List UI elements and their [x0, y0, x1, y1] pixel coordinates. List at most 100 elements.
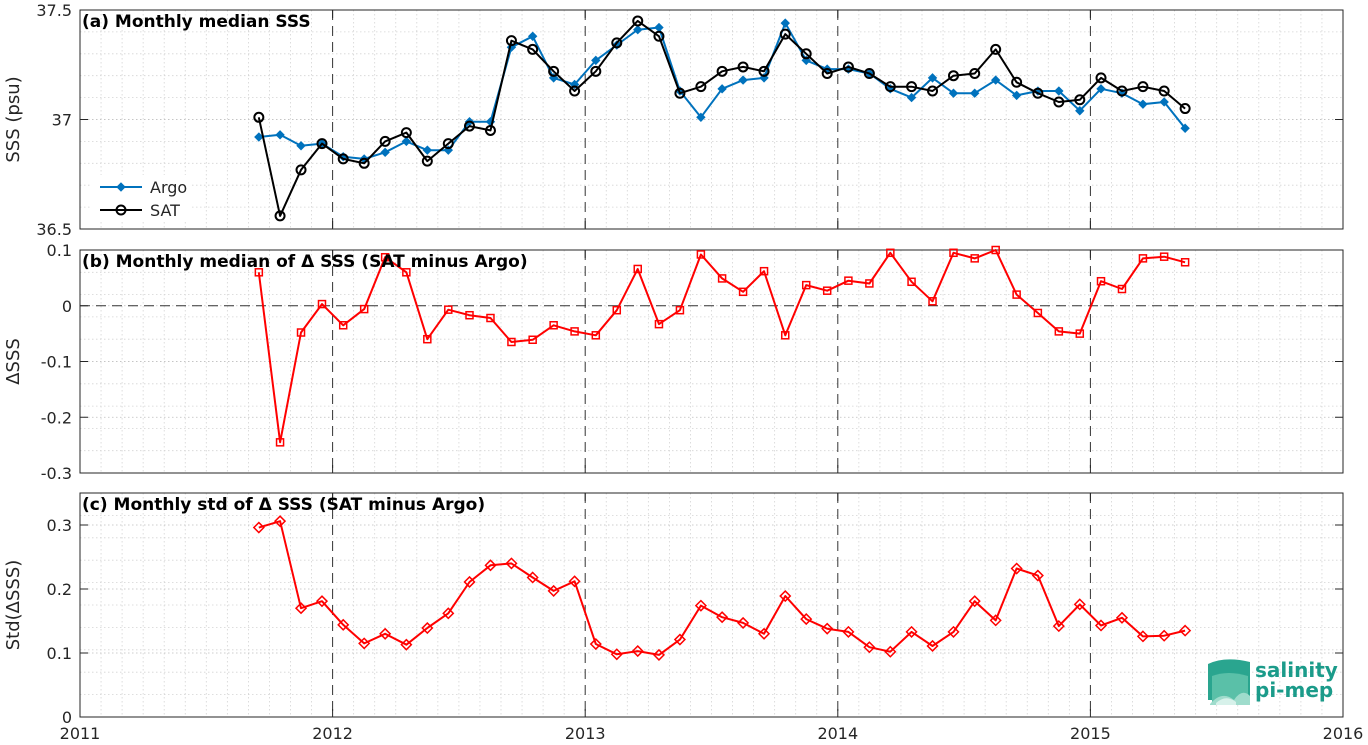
data-point-delta-sss	[694, 599, 707, 612]
data-point-delta-sss	[822, 286, 832, 295]
y-tick-label: 0.1	[47, 644, 72, 663]
data-point-sat	[821, 68, 833, 80]
data-point-argo	[254, 132, 264, 142]
data-point-delta-sss	[1136, 630, 1150, 643]
y-tick-label: 0.3	[47, 516, 72, 535]
data-point-delta-sss	[716, 611, 729, 624]
data-point-sat	[884, 81, 896, 93]
data-point-delta-sss	[358, 637, 371, 650]
data-point-delta-sss	[905, 625, 918, 638]
y-tick-label: 0.1	[47, 241, 72, 260]
data-point-argo	[591, 55, 601, 66]
data-point-delta-sss	[570, 327, 579, 336]
data-point-delta-sss	[1075, 329, 1085, 338]
data-point-sat	[484, 124, 496, 136]
y-tick-label: 37.5	[36, 1, 72, 20]
data-point-argo	[422, 145, 433, 155]
data-point-sat	[337, 153, 349, 165]
series-line-delta-sss	[258, 520, 1186, 656]
data-point-sat	[1032, 87, 1044, 99]
data-point-sat	[800, 48, 812, 60]
data-point-argo	[633, 25, 643, 35]
y-tick-label: 0.2	[47, 580, 72, 599]
data-point-delta-sss	[1117, 284, 1127, 294]
data-point-delta-sss	[1031, 569, 1044, 582]
legend-label: Argo	[150, 178, 187, 197]
data-point-delta-sss	[886, 248, 895, 258]
y-tick-label: 37	[52, 111, 72, 130]
legend-marker	[116, 182, 126, 192]
data-point-delta-sss	[1180, 258, 1190, 267]
data-point-delta-sss	[800, 613, 813, 626]
data-point-delta-sss	[465, 310, 474, 320]
data-point-delta-sss	[738, 287, 748, 297]
data-point-delta-sss	[759, 266, 769, 276]
data-point-delta-sss	[779, 589, 792, 603]
data-point-delta-sss	[926, 639, 939, 653]
data-point-delta-sss	[821, 622, 834, 635]
data-point-sat	[632, 15, 644, 27]
data-point-sat	[1179, 103, 1191, 115]
data-point-delta-sss	[610, 648, 623, 661]
data-point-sat	[906, 81, 918, 93]
data-point-argo	[696, 112, 706, 123]
panel-a-monthly-median-sss: 37.5 37 36.5 SSS (psu) (a) Monthly median SS…	[3, 1, 1344, 239]
x-tick-label: 2011	[60, 724, 101, 743]
data-point-delta-sss	[484, 559, 497, 572]
wave-logo-icon	[1208, 659, 1250, 705]
x-tick-label: 2016	[1323, 724, 1364, 743]
data-point-argo	[1138, 99, 1148, 109]
data-point-sat	[1158, 85, 1170, 97]
series-line-sat	[257, 19, 1186, 217]
data-point-sat	[527, 43, 539, 55]
legend: Argo SAT	[92, 175, 192, 221]
y-tick-label: -0.1	[41, 353, 72, 372]
panel-b-median-delta-sss: 0.1 0 -0.1 -0.2 -0.3 ΔSSS (b) Monthly median o…	[3, 241, 1344, 483]
data-point-delta-sss	[380, 252, 390, 262]
data-point-sat	[253, 111, 265, 123]
data-point-delta-sss	[505, 557, 518, 570]
panel-title: (c) Monthly std of Δ SSS (SAT minus Argo…	[82, 495, 485, 515]
data-point-sat	[1137, 81, 1149, 93]
data-point-delta-sss	[359, 304, 369, 314]
data-point-delta-sss	[273, 515, 287, 528]
x-tick-label: 2012	[312, 724, 353, 743]
data-point-sat	[947, 70, 959, 82]
x-tick-label: 2013	[565, 724, 606, 743]
data-point-delta-sss	[968, 595, 981, 608]
data-point-delta-sss	[1115, 611, 1129, 624]
x-tick-label: 2014	[817, 724, 858, 743]
data-point-delta-sss	[654, 319, 664, 329]
data-point-delta-sss	[884, 645, 897, 658]
data-point-sat	[295, 164, 307, 176]
data-point-delta-sss	[400, 638, 413, 651]
data-point-argo	[1159, 97, 1169, 107]
data-point-sat	[653, 30, 665, 42]
data-point-delta-sss	[652, 648, 666, 661]
data-point-sat	[779, 28, 791, 40]
panel-title: (b) Monthly median of Δ SSS (SAT minus A…	[82, 252, 528, 272]
data-point-delta-sss	[486, 313, 495, 323]
data-point-delta-sss	[294, 602, 308, 615]
data-point-delta-sss	[549, 321, 558, 330]
data-point-argo	[717, 84, 727, 94]
y-tick-label: -0.2	[41, 408, 72, 427]
data-point-delta-sss	[1096, 276, 1106, 286]
data-point-delta-sss	[633, 264, 642, 274]
logo-text-salinity: salinity	[1255, 658, 1338, 682]
data-point-delta-sss	[757, 627, 771, 640]
data-point-delta-sss	[1012, 290, 1021, 299]
data-point-delta-sss	[317, 299, 327, 309]
data-point-delta-sss	[589, 637, 602, 651]
series-line-delta-sss	[257, 249, 1186, 444]
data-point-delta-sss	[612, 305, 622, 315]
data-point-delta-sss	[254, 268, 264, 277]
data-point-argo	[738, 75, 748, 85]
data-point-delta-sss	[907, 277, 916, 287]
data-point-delta-sss	[1159, 252, 1169, 261]
data-point-delta-sss	[338, 321, 348, 330]
data-point-sat	[737, 61, 749, 73]
y-axis-label: SSS (psu)	[3, 76, 24, 162]
data-point-delta-sss	[442, 607, 455, 620]
